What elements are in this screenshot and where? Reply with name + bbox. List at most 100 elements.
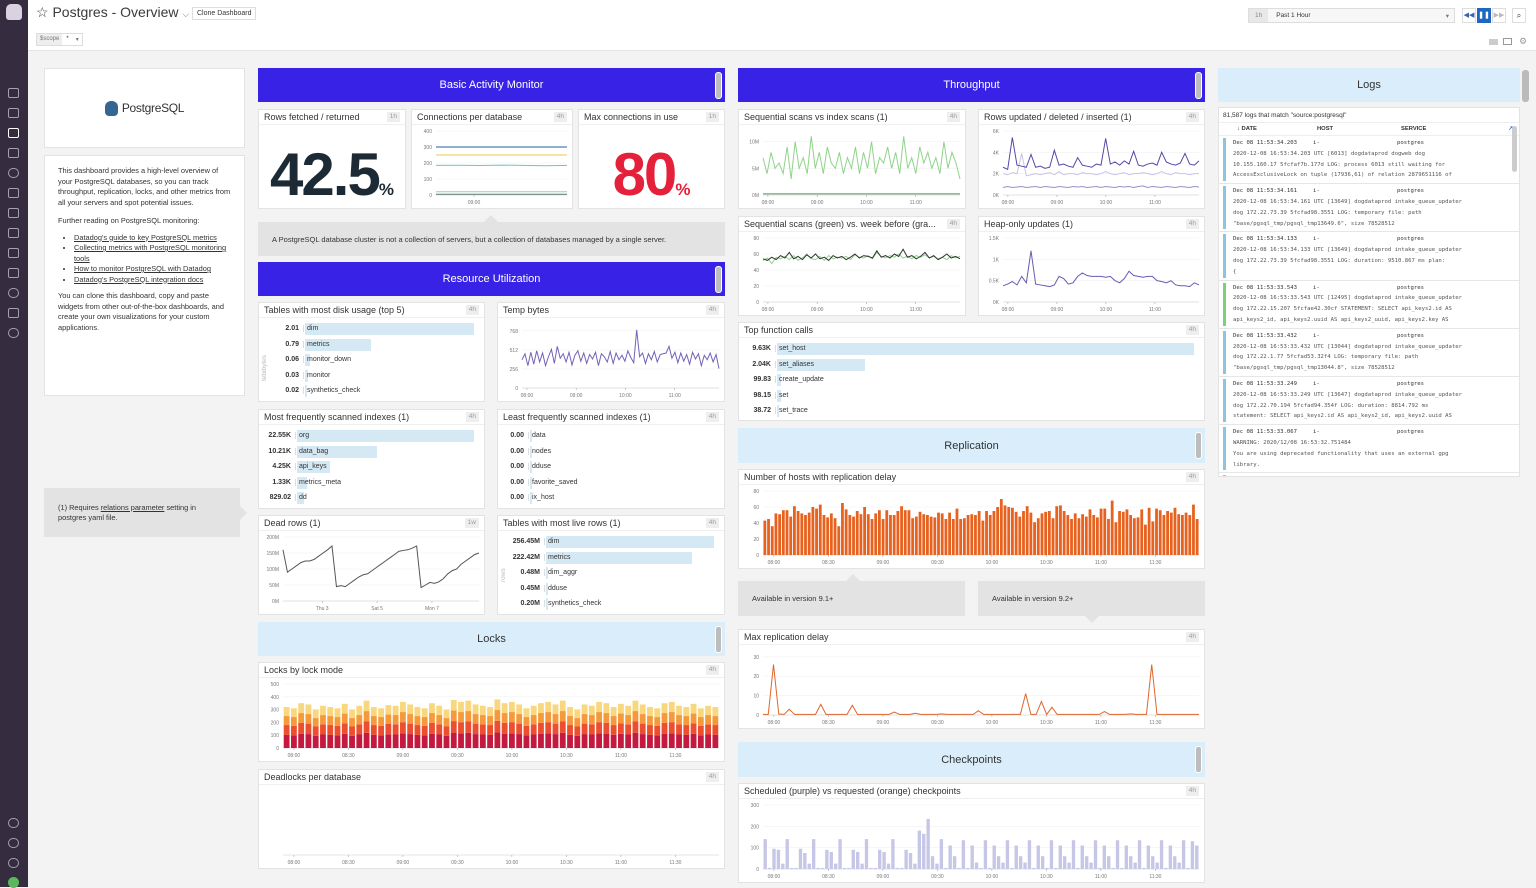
team-icon[interactable] (8, 838, 19, 848)
toplist-row[interactable]: 99.83 create_update (739, 372, 1196, 388)
max-replication-delay-widget: Max replication delay 4h 0 10 20 30 08:00 08:3… (738, 629, 1205, 729)
nav-ux-icon[interactable] (8, 308, 19, 318)
forward-button[interactable]: ▶▶ (1492, 8, 1506, 23)
time-picker[interactable]: 1h Past 1 Hour ▾ (1248, 8, 1455, 23)
toplist-row[interactable]: 22.55K org (259, 428, 476, 444)
log-scrollbar[interactable] (1512, 126, 1517, 172)
group-logs[interactable]: Logs (1218, 68, 1520, 102)
page-scrollbar[interactable] (1522, 70, 1529, 102)
scrollbar[interactable] (715, 266, 722, 293)
nav-apm-icon[interactable] (8, 228, 19, 238)
nav-synthetics-icon[interactable] (8, 328, 19, 338)
nav-monitors-icon[interactable] (8, 168, 19, 178)
toplist-row[interactable]: 0.00 favorite_saved (492, 475, 716, 491)
rewind-button[interactable]: ◀◀ (1462, 8, 1476, 23)
toplist-row[interactable]: 0.00 nodes (492, 444, 716, 460)
nav-infrastructure-icon[interactable] (8, 148, 19, 158)
group-checkpoints[interactable]: Checkpoints (738, 742, 1205, 777)
link-integration-docs[interactable]: Datadog's PostgreSQL integration docs (74, 274, 204, 284)
toplist-row[interactable]: 2.01 dim (267, 321, 476, 337)
group-throughput[interactable]: Throughput (738, 68, 1205, 102)
toplist-row[interactable]: 10.21K data_bag (259, 444, 476, 460)
scrollbar[interactable] (715, 72, 722, 99)
sort-column-date[interactable]: ↓ DATE (1237, 126, 1257, 132)
group-resource-utilization[interactable]: Resource Utilization (258, 262, 725, 296)
dashboard-title[interactable]: ☆ Postgres - Overview ⌵ (36, 4, 190, 20)
nav-logs-icon[interactable] (8, 268, 19, 278)
log-entry[interactable]: Dec 08 11:53:32.930i-postgres2020-12-08 … (1219, 473, 1519, 476)
log-entry[interactable]: Dec 08 11:53:33.543 i-postgres 2020-12-08 … (1219, 281, 1519, 329)
toplist-row[interactable]: 2.04K set_aliases (739, 357, 1196, 373)
log-entry[interactable]: Dec 08 11:53:33.249 i-postgres 2020-12-08 … (1219, 377, 1519, 426)
pause-button[interactable]: ❚❚ (1477, 8, 1491, 23)
toplist-row[interactable]: 0.00 dduse (492, 459, 716, 475)
scope-variable[interactable]: $scope * ▾ (36, 33, 83, 46)
toplist-row[interactable]: 0.00 data (492, 428, 716, 444)
scrollbar[interactable] (1195, 432, 1202, 459)
nav-watchdog-icon[interactable] (8, 88, 19, 98)
scrollbar[interactable] (1195, 72, 1202, 99)
nav-notebooks-icon[interactable] (8, 248, 19, 258)
column-service[interactable]: SERVICE (1401, 126, 1427, 132)
nav-integrations-icon[interactable] (8, 208, 19, 218)
toplist-row[interactable]: 0.45M dduse (508, 581, 716, 597)
log-entry[interactable]: Dec 08 11:53:33.067 i-postgres WARNING: 20… (1219, 425, 1519, 474)
nav-security-icon[interactable] (8, 288, 19, 298)
clone-dashboard-button[interactable]: Clone Dashboard (192, 7, 257, 20)
link-how-to-monitor[interactable]: How to monitor PostgreSQL with Datadog (74, 264, 211, 273)
log-entry[interactable]: Dec 08 11:53:34.203 i-postgres 2020-12-08 … (1219, 136, 1519, 185)
toplist-row[interactable]: 256.45M dim (508, 534, 716, 550)
relations-parameter-link[interactable]: relations parameter (100, 502, 165, 512)
help-icon[interactable] (8, 818, 19, 828)
toplist-row[interactable]: 829.02 dd (259, 490, 476, 506)
toplist-row[interactable]: 0.03 monitor (267, 368, 476, 384)
toplist-row[interactable]: 4.25K api_keys (259, 459, 476, 475)
link-guide-key-metrics[interactable]: Datadog's guide to key PostgreSQL metric… (74, 232, 217, 242)
nav-events-icon[interactable] (8, 108, 19, 118)
open-external-icon[interactable]: ↗ (1508, 126, 1513, 132)
toplist-row[interactable]: 38.72 set_trace (739, 403, 1196, 419)
chevron-down-icon[interactable]: ⌵ (182, 9, 190, 19)
keyboard-icon[interactable] (1489, 39, 1498, 45)
toplist-row[interactable]: 1.33K metrics_meta (259, 475, 476, 491)
stacked-bar-segment (683, 707, 690, 717)
toplist-row[interactable]: 0.02 synthetics_check (267, 383, 476, 399)
toplist-row[interactable]: 9.63K set_host (739, 341, 1196, 357)
stacked-bar-segment (494, 732, 501, 748)
bar (833, 518, 837, 555)
nav-dashboards-icon[interactable] (8, 128, 19, 138)
user-icon[interactable] (8, 858, 19, 868)
log-list[interactable]: Dec 08 11:53:34.203 i-postgres 2020-12-08 … (1219, 136, 1519, 476)
datadog-logo[interactable] (6, 4, 22, 20)
nav-metrics-icon[interactable] (8, 188, 19, 198)
scrollbar[interactable] (715, 626, 722, 653)
toplist-row[interactable]: 0.48M dim_aggr (508, 565, 716, 581)
bar (979, 867, 983, 869)
avatar[interactable] (8, 877, 19, 888)
toplist-row[interactable]: 0.06 monitor_down (267, 352, 476, 368)
bar (781, 863, 785, 869)
settings-gear-icon[interactable]: ⚙ (1519, 36, 1528, 46)
toplist-value: 0.00 (510, 463, 524, 471)
log-entry[interactable]: Dec 08 11:53:34.133 i-postgres 2020-12-08 … (1219, 232, 1519, 281)
scrollbar[interactable] (1195, 746, 1202, 773)
group-replication[interactable]: Replication (738, 428, 1205, 463)
toplist-row[interactable]: 0.79 metrics (267, 337, 476, 353)
group-locks[interactable]: Locks (258, 622, 725, 656)
search-icon[interactable]: ⌕ (1512, 8, 1526, 23)
star-icon[interactable]: ☆ (36, 4, 49, 20)
toplist-row[interactable]: 0.20M synthetics_check (508, 596, 716, 612)
link-collecting-metrics[interactable]: Collecting metrics with PostgreSQL monit… (74, 243, 227, 263)
toplist-row[interactable]: 0.00 ix_host (492, 490, 716, 506)
stacked-bar-segment (530, 734, 537, 748)
x-tick-label: 10:00 (1100, 200, 1113, 206)
column-host[interactable]: HOST (1317, 126, 1334, 132)
toplist-row[interactable]: 222.42M metrics (508, 550, 716, 566)
group-basic-activity-monitor[interactable]: Basic Activity Monitor (258, 68, 725, 102)
log-entry[interactable]: Dec 08 11:53:34.161 i-postgres 2020-12-08 … (1219, 184, 1519, 233)
stacked-bar-segment (378, 708, 385, 718)
log-entry[interactable]: Dec 08 11:53:33.432 i-postgres 2020-12-08 … (1219, 329, 1519, 377)
log-status-bar (1223, 186, 1226, 230)
toplist-row[interactable]: 98.15 set (739, 388, 1196, 404)
tv-mode-icon[interactable] (1503, 38, 1512, 45)
